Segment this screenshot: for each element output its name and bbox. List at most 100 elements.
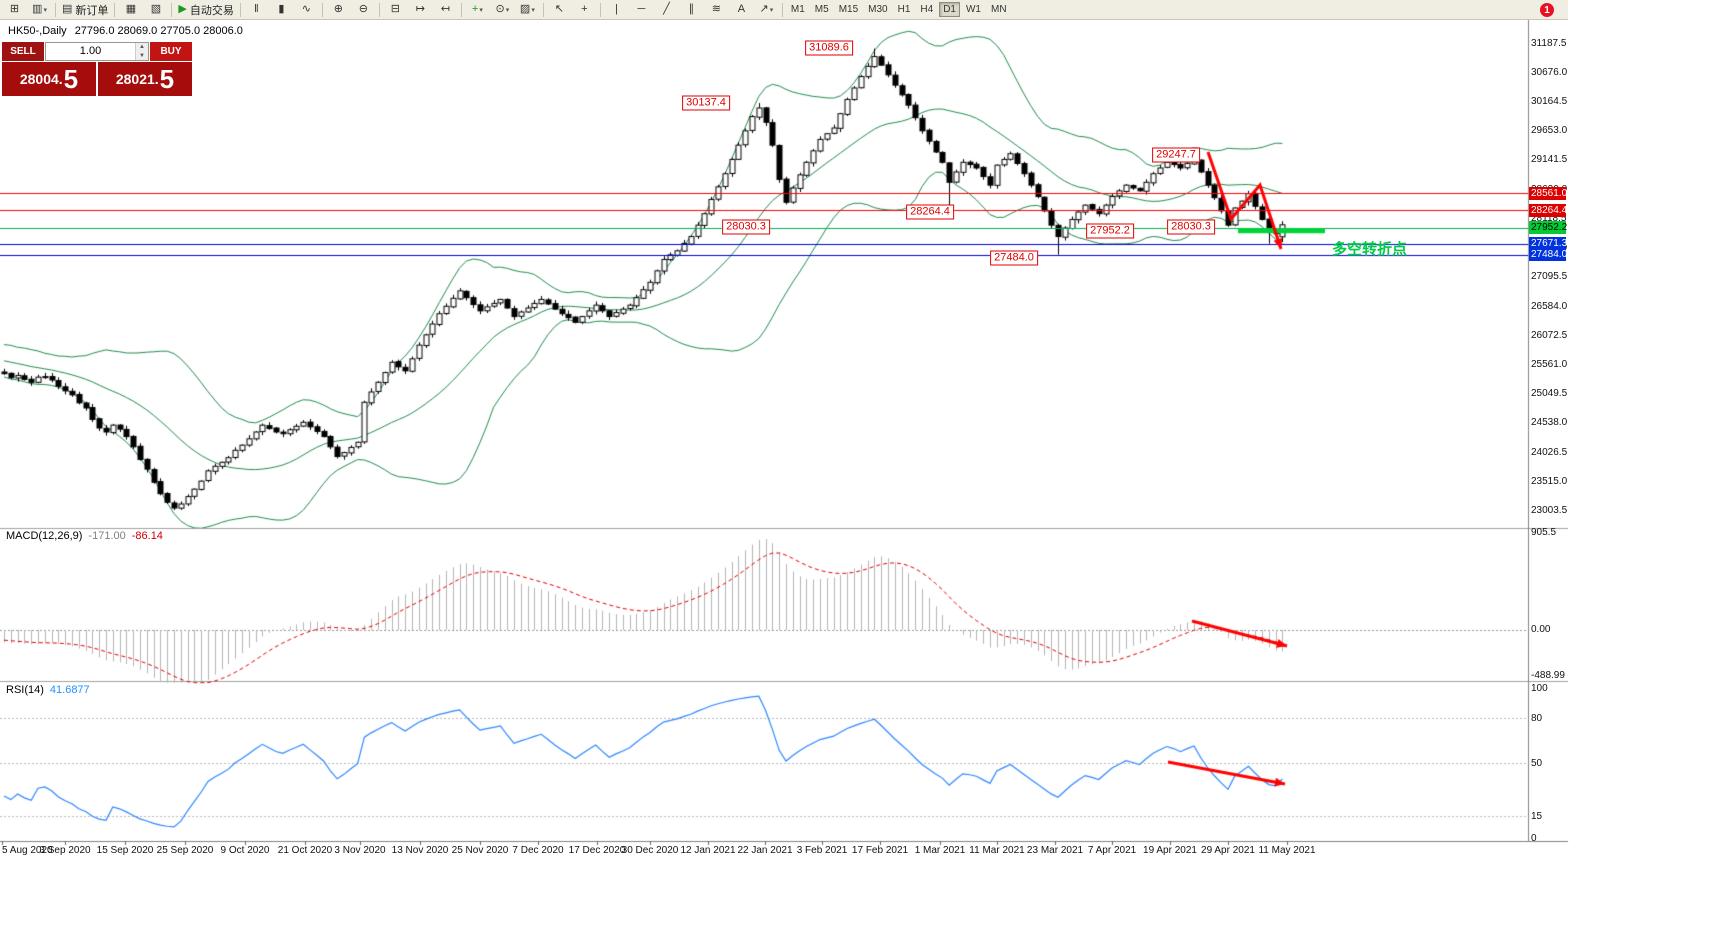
rsi-axis-label: 50 xyxy=(1531,758,1543,769)
price-callout: 28030.3 xyxy=(1167,219,1215,235)
time-axis-label: 21 Oct 2020 xyxy=(277,845,333,856)
zoom-in-icon: ⊕ xyxy=(333,3,343,15)
accounts-button[interactable]: ▧ xyxy=(143,0,168,19)
time-axis-label: 19 Apr 2021 xyxy=(1143,845,1197,856)
time-axis-label: 7 Apr 2021 xyxy=(1087,845,1137,856)
timeframe-m1-button[interactable]: M1 xyxy=(790,4,805,15)
vertical-line-icon: | xyxy=(614,3,618,15)
timeframe-mn-button[interactable]: MN xyxy=(990,4,1007,15)
rsi-indicator-header: RSI(14) 41.6877 xyxy=(6,684,90,696)
trend-line-icon: ╱ xyxy=(663,3,670,15)
price-axis-label: 24026.5 xyxy=(1531,446,1568,458)
autotrading-label: 自动交易 xyxy=(189,4,234,17)
cursor-button[interactable]: ↖ xyxy=(547,0,572,19)
history-center-icon: ▦ xyxy=(125,3,137,15)
timeframe-w1-button[interactable]: W1 xyxy=(965,4,981,15)
price-line-axis-badge: 27952.2 xyxy=(1529,221,1568,235)
buy-price-main: 28021. xyxy=(115,71,159,87)
toolbar-separator xyxy=(460,2,462,17)
rsi-name-label: RSI(14) xyxy=(6,684,44,696)
zoom-in-button[interactable]: ⊕ xyxy=(326,0,351,19)
equidistant-channel-button[interactable]: ∥ xyxy=(679,0,704,19)
macd-main-value: -171.00 xyxy=(88,530,126,542)
price-axis-label: 25049.5 xyxy=(1531,388,1568,400)
price-line-axis-badge: 27671.3 xyxy=(1529,237,1568,251)
time-axis-label: 1 Mar 2021 xyxy=(914,845,966,856)
chart-profiles-button[interactable]: ▥ ▾ xyxy=(27,0,52,19)
horizontal-line-button[interactable]: ─ xyxy=(629,0,654,19)
history-center-button[interactable]: ▦ xyxy=(118,0,143,19)
trend-line-button[interactable]: ╱ xyxy=(654,0,679,19)
tile-windows-button[interactable]: ⊟ xyxy=(383,0,408,19)
ohlc-values-label: 27796.0 28069.0 27705.0 28006.0 xyxy=(74,25,243,37)
price-callout: 30137.4 xyxy=(682,95,730,111)
time-axis-label: 29 Apr 2021 xyxy=(1201,845,1255,856)
fibonacci-button[interactable]: ≋ xyxy=(704,0,729,19)
timeframe-h4-button[interactable]: H4 xyxy=(920,4,934,15)
rsi-axis-label: 0 xyxy=(1531,833,1537,844)
crosshair-icon: + xyxy=(581,3,588,15)
rsi-axis-label: 100 xyxy=(1531,683,1548,694)
volume-value[interactable]: 1.00 xyxy=(79,45,102,57)
toolbar-separator xyxy=(781,2,783,17)
timeframe-m30-button[interactable]: M30 xyxy=(868,4,888,15)
text-label-button[interactable]: A xyxy=(729,0,754,19)
caret-down-icon: ▾ xyxy=(769,6,774,14)
timeframe-h1-button[interactable]: H1 xyxy=(897,4,911,15)
buy-button[interactable]: BUY xyxy=(150,42,192,61)
volume-down-icon[interactable]: ▼ xyxy=(136,51,148,60)
volume-up-icon[interactable]: ▲ xyxy=(136,43,148,52)
price-axis-label: 23003.5 xyxy=(1531,505,1568,517)
sell-button[interactable]: SELL xyxy=(2,42,44,61)
new-order-button[interactable]: ▤ 新订单 xyxy=(59,0,111,19)
price-callout: 31089.6 xyxy=(805,40,853,56)
line-chart-button[interactable]: ∿ xyxy=(294,0,319,19)
chart-shift-button[interactable]: ↤ xyxy=(433,0,458,19)
price-callout: 29247.7 xyxy=(1152,147,1200,163)
new-chart-button[interactable]: ⊞ xyxy=(2,0,27,19)
sell-price-tile[interactable]: 28004. 5 xyxy=(2,62,96,96)
price-callout: 27484.0 xyxy=(990,250,1038,266)
autotrading-icon: ▶ xyxy=(178,3,187,15)
candlestick-chart-button[interactable]: ▮ xyxy=(269,0,294,19)
auto-scroll-button[interactable]: ↦ xyxy=(408,0,433,19)
buy-price-tile[interactable]: 28021. 5 xyxy=(98,62,192,96)
timeframe-m5-button[interactable]: M5 xyxy=(814,4,829,15)
toolbar-separator xyxy=(321,2,323,17)
price-callout: 28264.4 xyxy=(906,204,954,220)
buy-price-big-digit: 5 xyxy=(159,64,175,94)
rsi-axis-label: 80 xyxy=(1531,713,1543,724)
notification-badge[interactable]: 1 xyxy=(1540,3,1554,17)
indicators-button[interactable]: + ▾ xyxy=(465,0,490,19)
arrow-objects-button[interactable]: ↗ ▾ xyxy=(754,0,779,19)
zoom-out-icon: ⊖ xyxy=(358,3,368,15)
timeframe-m15-button[interactable]: M15 xyxy=(838,4,859,15)
time-axis-label: 25 Sep 2020 xyxy=(156,845,214,856)
time-axis-label: 3 Sep 2020 xyxy=(39,845,91,856)
toolbar-separator xyxy=(378,2,380,17)
crosshair-button[interactable]: + xyxy=(572,0,597,19)
templates-button[interactable]: ▨ ▾ xyxy=(515,0,540,19)
fibonacci-icon: ≋ xyxy=(711,3,721,15)
periods-button[interactable]: ⊙ ▾ xyxy=(490,0,515,19)
macd-signal-value: -86.14 xyxy=(131,530,163,542)
volume-stepper[interactable]: 1.00 ▲ ▼ xyxy=(45,42,149,61)
zoom-out-button[interactable]: ⊖ xyxy=(351,0,376,19)
annotation-note: 多空转折点 xyxy=(1332,241,1408,258)
bar-chart-button[interactable]: ‖ xyxy=(244,0,269,19)
macd-indicator-header: MACD(12,26,9) -171.00 -86.14 xyxy=(6,530,163,542)
caret-down-icon: ▾ xyxy=(479,6,483,14)
time-axis-label: 30 Dec 2020 xyxy=(621,845,679,856)
autotrading-button[interactable]: ▶ 自动交易 xyxy=(175,0,236,19)
time-axis-label: 11 Mar 2021 xyxy=(969,845,1025,856)
toolbar-separator xyxy=(239,2,241,17)
vertical-line-button[interactable]: | xyxy=(604,0,629,19)
time-axis-label: 7 Dec 2020 xyxy=(512,845,564,856)
cursor-icon: ↖ xyxy=(554,3,564,15)
volume-spinner[interactable]: ▲ ▼ xyxy=(135,43,148,60)
toolbar-separator xyxy=(114,2,116,17)
time-axis-label: 5 Aug 2020 xyxy=(2,845,53,856)
timeframe-d1-button[interactable]: D1 xyxy=(939,2,960,17)
